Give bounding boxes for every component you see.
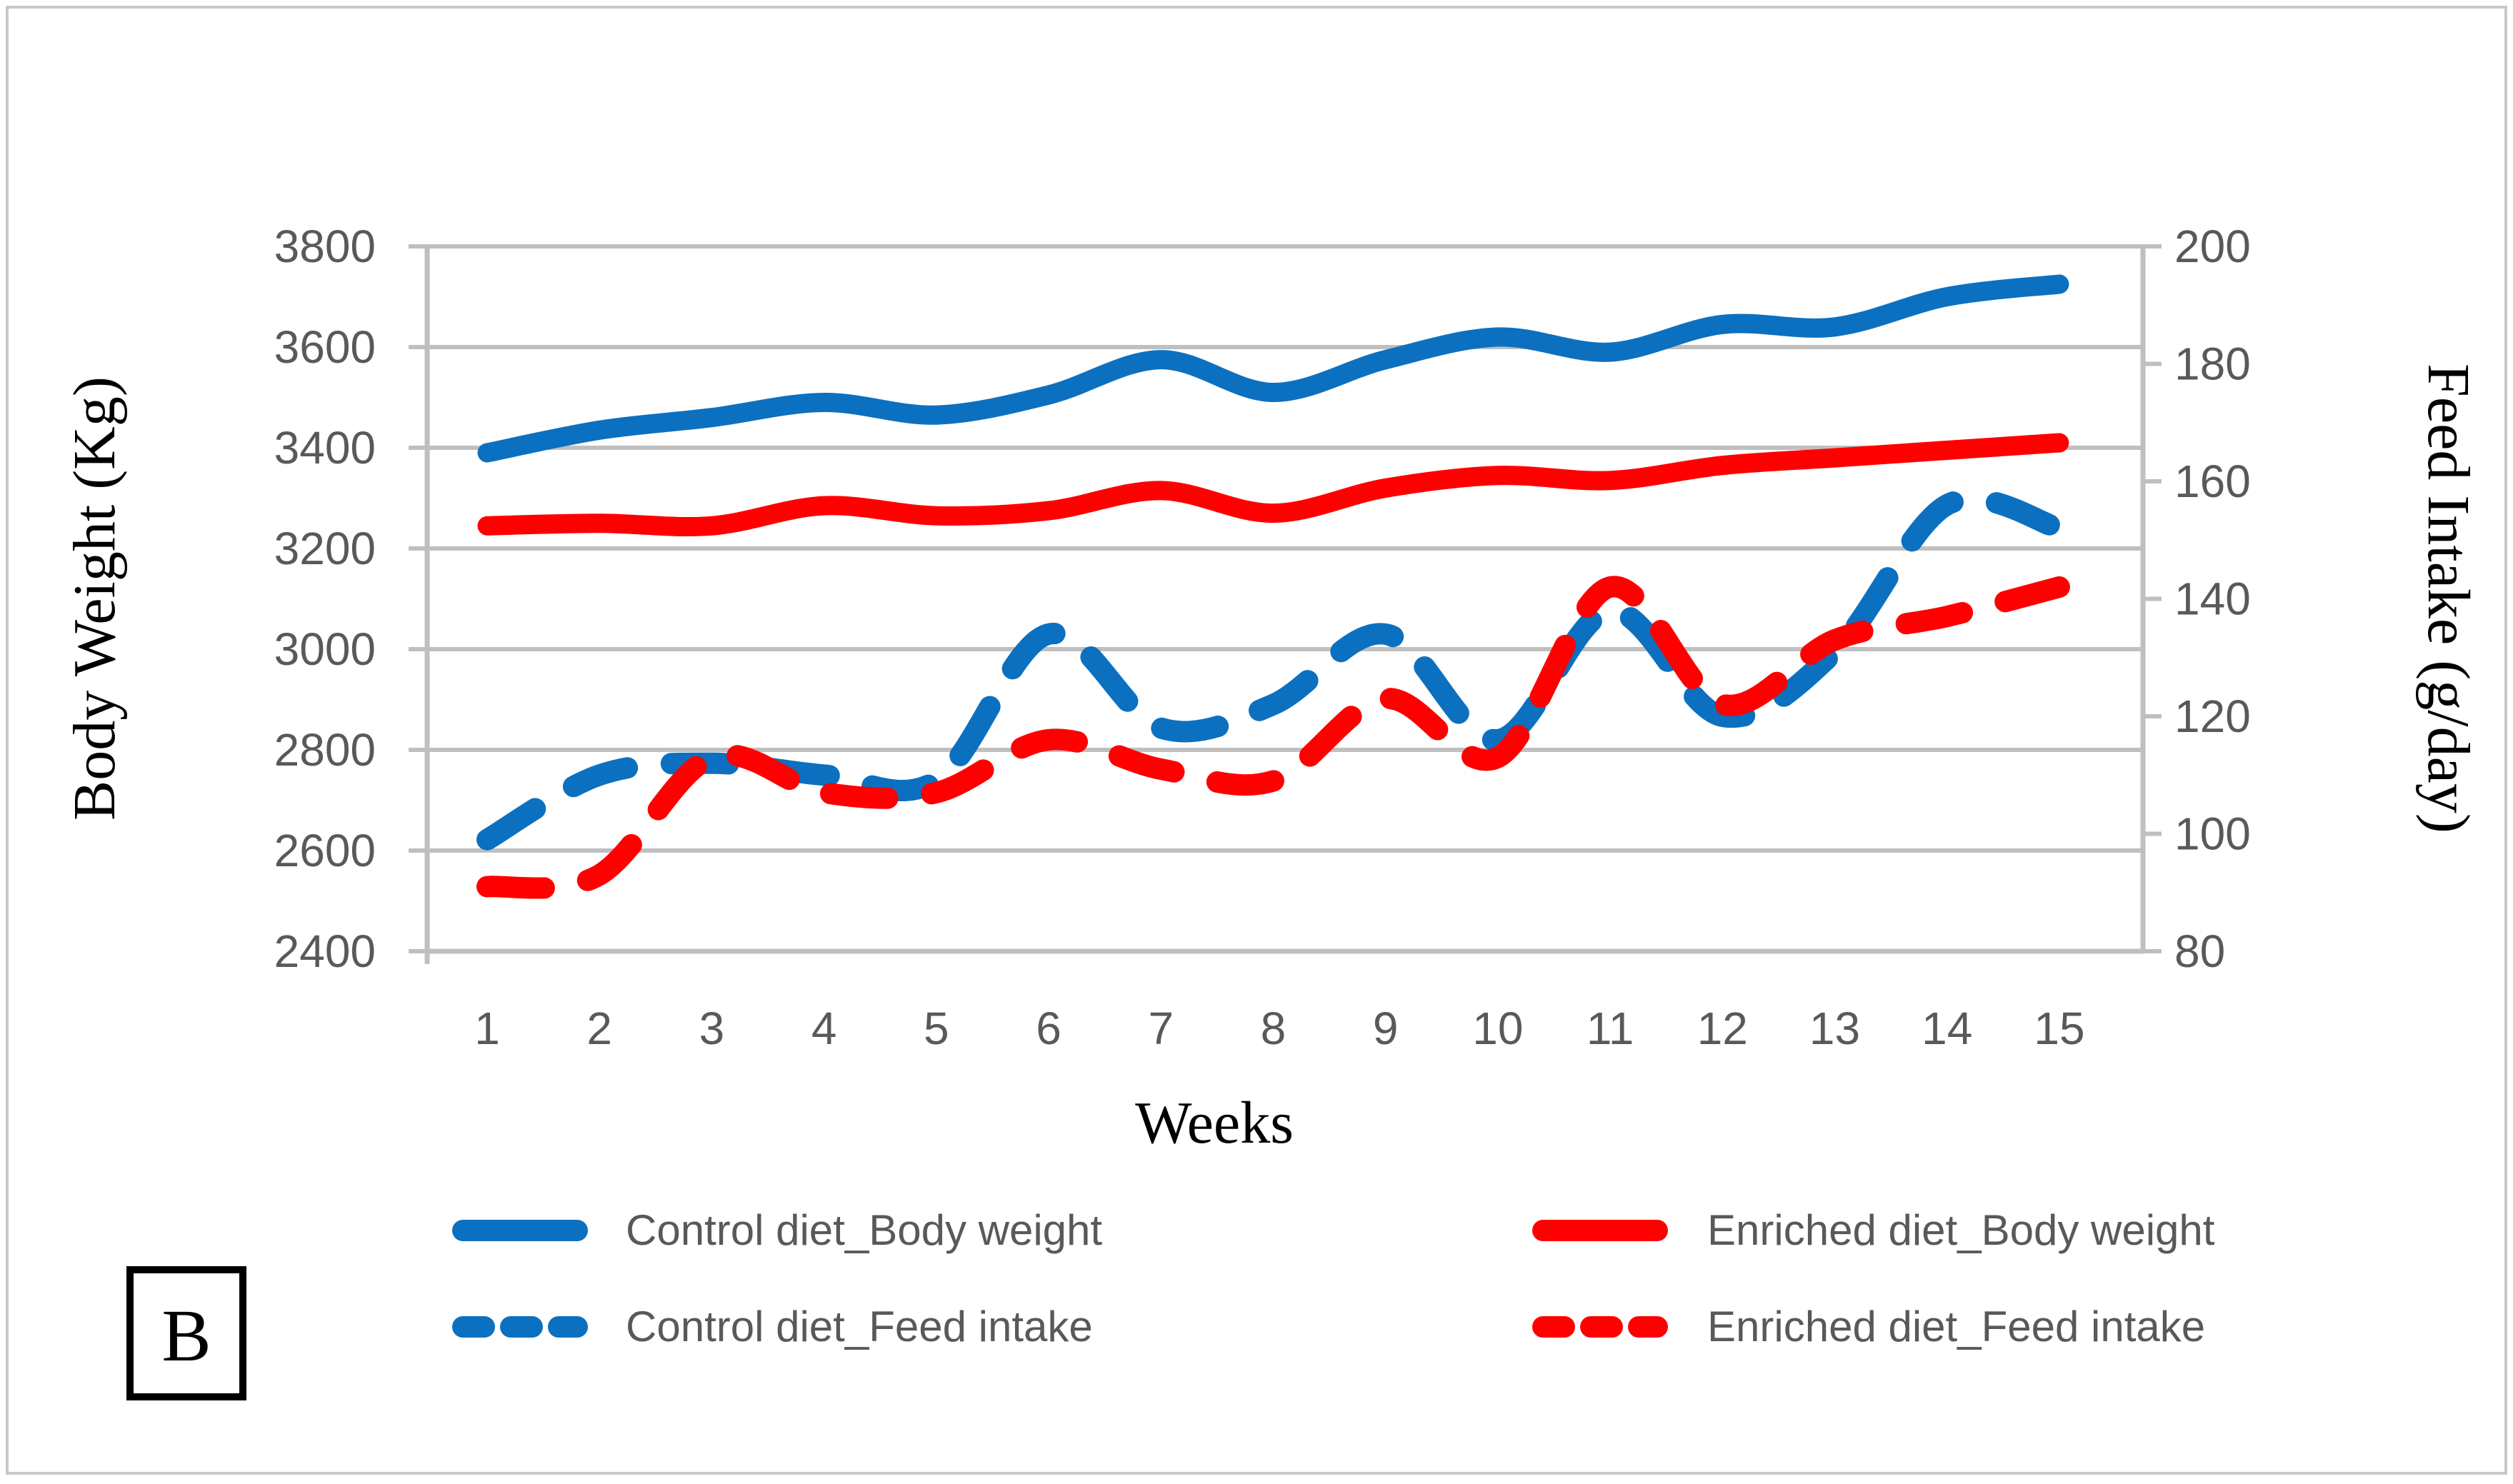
x-axis-title: Weeks	[1135, 1090, 1294, 1156]
x-axis-tick-label-14: 14	[1922, 1003, 1972, 1054]
series-line-enriched-diet-feed-intake	[476, 576, 2070, 899]
left-axis-tick-label-2400: 2400	[274, 926, 376, 977]
right-axis-title: Feed Intake (g/day)	[2415, 364, 2482, 833]
x-axis-tick-label-5: 5	[924, 1003, 949, 1054]
right-axis-tick-label-100: 100	[2174, 808, 2251, 860]
x-axis-tick-label-10: 10	[1472, 1003, 1523, 1054]
panel-label-border	[126, 1266, 246, 1400]
right-axis-tick-label-120: 120	[2174, 691, 2251, 742]
right-axis-tick-label-200: 200	[2174, 221, 2251, 272]
left-axis-tick-label-3600: 3600	[274, 321, 376, 373]
axes	[409, 244, 2162, 964]
right-axis-tick-label-80: 80	[2174, 926, 2225, 977]
x-axis-tick-label-4: 4	[811, 1003, 837, 1054]
x-axis-tick-label-6: 6	[1036, 1003, 1061, 1054]
legend-label-control-feed-intake: Control diet_Feed intake	[626, 1303, 1093, 1350]
panel-label-box: B	[126, 1266, 246, 1400]
x-axis-tick-label-1: 1	[474, 1003, 500, 1054]
left-axis-tick-label-2600: 2600	[274, 825, 376, 876]
x-axis-tick-label-13: 13	[1809, 1003, 1860, 1054]
gridlines	[427, 244, 2143, 853]
x-axis-tick-label-11: 11	[1587, 1003, 1634, 1054]
x-axis-tick-label-2: 2	[586, 1003, 612, 1054]
left-axis-tick-label-3200: 3200	[274, 523, 376, 574]
right-axis-tick-label-140: 140	[2174, 573, 2251, 625]
legend-label-enriched-body-weight: Enriched diet_Body weight	[1707, 1206, 2215, 1254]
right-axis-tick-label-180: 180	[2174, 339, 2251, 390]
left-axis-tick-label-3400: 3400	[274, 422, 376, 473]
figure-border	[6, 6, 2507, 1475]
left-axis-tick-label-2800: 2800	[274, 724, 376, 776]
x-axis-tick-label-9: 9	[1373, 1003, 1399, 1054]
x-axis-tick-label-7: 7	[1148, 1003, 1174, 1054]
legend-label-enriched-feed-intake: Enriched diet_Feed intake	[1707, 1303, 2205, 1350]
legend: Control diet_Body weight Control diet_Fe…	[452, 1206, 2215, 1350]
panel-label: B	[161, 1295, 211, 1377]
x-axis-tick-label-15: 15	[2034, 1003, 2084, 1054]
left-axis-tick-label-3800: 3800	[274, 221, 376, 272]
x-axis-tick-label-8: 8	[1261, 1003, 1287, 1054]
x-axis-tick-label-3: 3	[699, 1003, 725, 1054]
series-lines	[476, 274, 2070, 899]
right-axis-tick-label-160: 160	[2174, 456, 2251, 507]
tick-labels: 3800360034003200300028002600240020018016…	[274, 221, 2251, 1054]
left-axis-tick-label-3000: 3000	[274, 623, 376, 675]
x-axis-tick-label-12: 12	[1697, 1003, 1748, 1054]
series-line-control-diet-body-weight	[477, 274, 2069, 463]
left-axis-title: Body Weight (Kg)	[61, 376, 128, 821]
legend-label-control-body-weight: Control diet_Body weight	[626, 1206, 1102, 1254]
series-line-enriched-diet-body-weight	[477, 433, 2069, 537]
